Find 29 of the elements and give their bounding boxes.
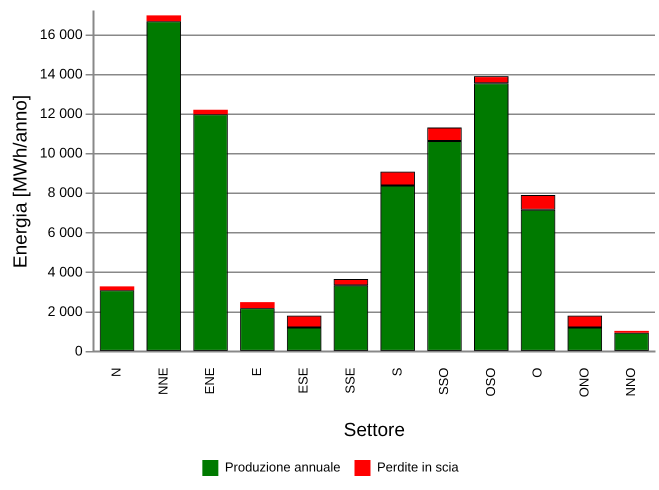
x-tick-label: E <box>248 367 264 376</box>
y-tick-label: 12 000 <box>40 105 83 122</box>
x-tick-label: S <box>389 367 404 376</box>
bar <box>100 286 134 290</box>
y-tick-label: 4 000 <box>48 263 83 280</box>
x-tick-label: NNO <box>623 368 638 396</box>
bar <box>193 110 228 114</box>
y-tick-label: 8 000 <box>48 184 83 200</box>
x-tick-label: N <box>108 368 124 377</box>
bar <box>240 302 275 308</box>
y-tick-label: 16 000 <box>40 26 83 42</box>
y-tick-label: 0 <box>74 342 83 358</box>
x-tick-label: SSO <box>436 368 452 396</box>
y-tick-label: 10 000 <box>40 144 83 161</box>
bar <box>146 15 182 22</box>
x-tick-label: ESE <box>296 367 311 394</box>
legend-label: Perdite in scia <box>377 460 460 475</box>
x-tick-label: ONO <box>576 368 592 398</box>
y-axis-title: Energia [MWh/anno] <box>10 94 32 268</box>
x-tick-label: SSE <box>342 367 358 394</box>
x-tick-label: O <box>530 368 545 378</box>
y-tick-label: 6 000 <box>48 224 83 240</box>
x-tick-label: ENE <box>202 367 218 394</box>
y-tick-label: 14 000 <box>40 66 83 82</box>
x-tick-label: NNE <box>155 367 170 396</box>
legend-label: Produzione annuale <box>224 460 341 475</box>
x-axis-title: Settore <box>344 420 405 441</box>
x-tick-label: OSO <box>482 368 498 396</box>
y-tick-label: 2 000 <box>48 302 83 319</box>
